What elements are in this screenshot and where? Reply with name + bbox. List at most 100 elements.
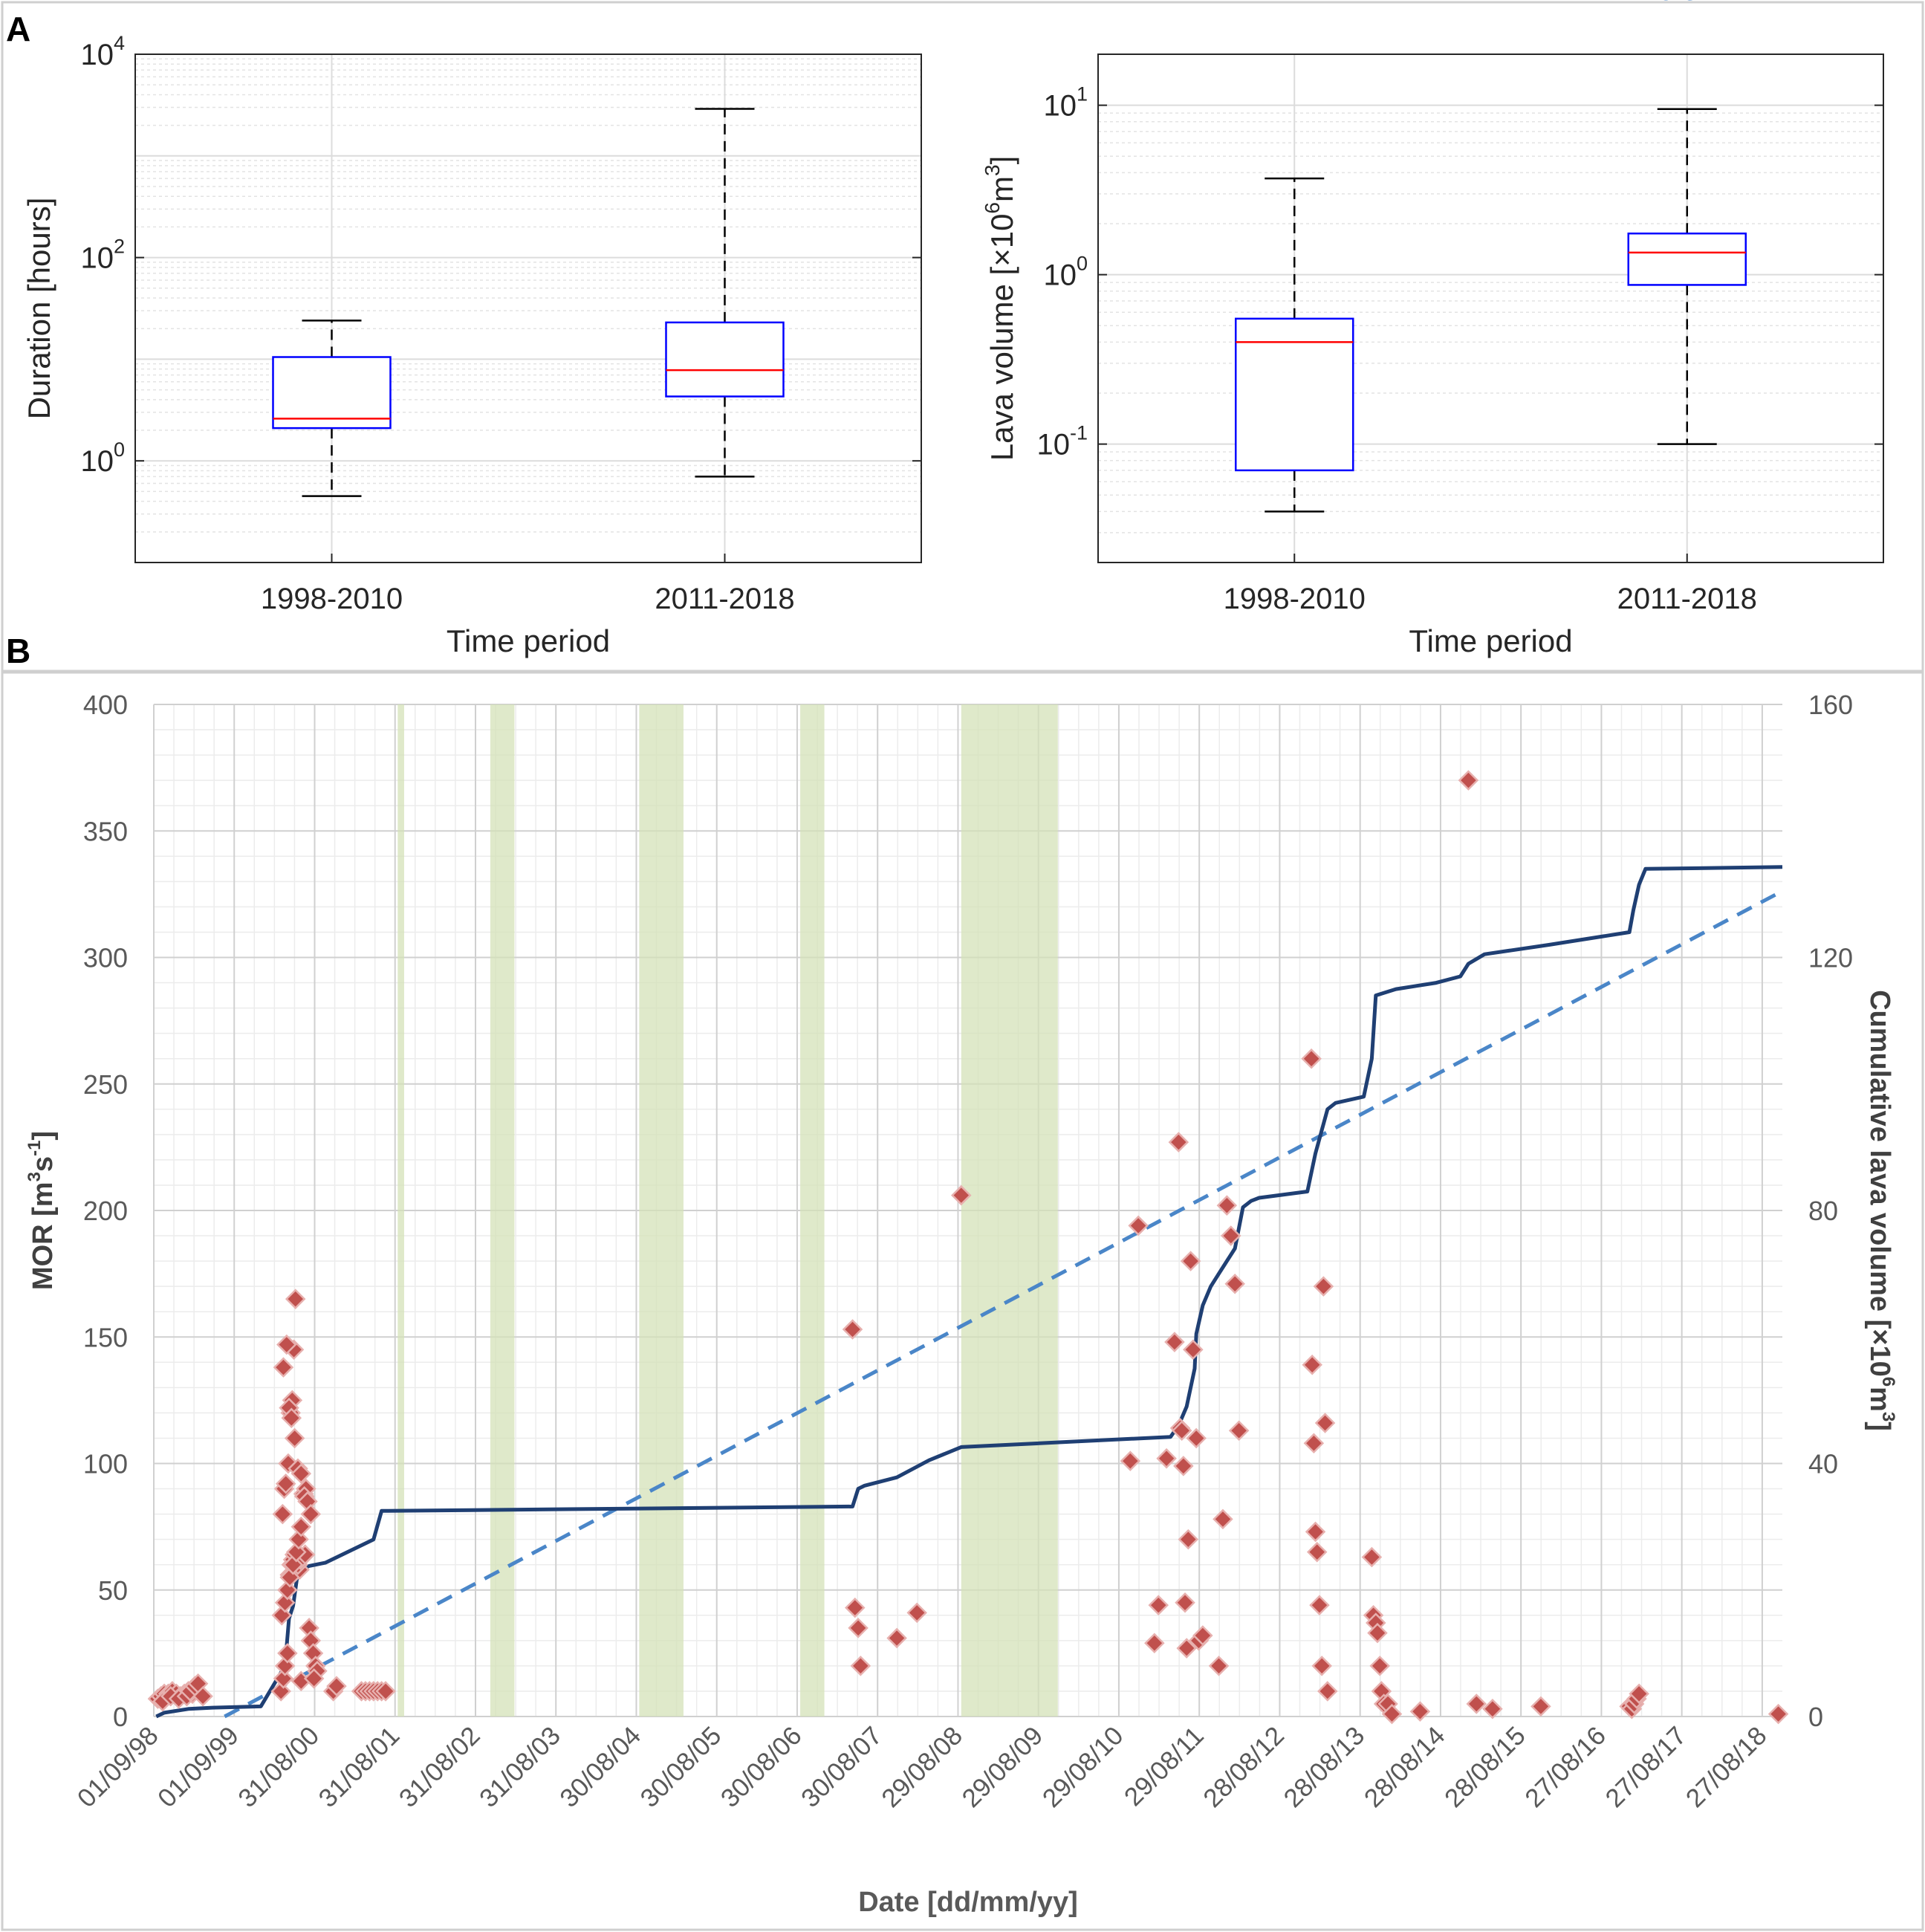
mor-point (274, 1592, 296, 1613)
y-tick-label: 100 (1043, 253, 1088, 292)
mor-point (1192, 1625, 1213, 1646)
y-label-text: ] (27, 1131, 59, 1141)
y-label-text: ] (984, 156, 1019, 165)
y-tick-exponent: 0 (1077, 253, 1088, 275)
mor-point (273, 1668, 294, 1689)
mor-point (1186, 1427, 1207, 1449)
y-label-text: Lava volume [×10 (984, 214, 1019, 461)
mor-point (1216, 1195, 1238, 1216)
right-y-tick-label: 120 (1808, 943, 1853, 973)
mor-point (848, 1618, 869, 1638)
mor-point (1317, 1681, 1338, 1702)
mor-point (290, 1463, 312, 1484)
mor-point (1458, 770, 1479, 791)
y-tick-label: 104 (80, 32, 125, 71)
x-tick-label: 2011-2018 (655, 583, 794, 615)
mor-point (1309, 1595, 1330, 1615)
right-y-tick-label: 40 (1808, 1449, 1838, 1479)
mor-point (1409, 1701, 1431, 1722)
mor-point (1144, 1633, 1165, 1654)
y-tick-label: 101 (1043, 83, 1088, 123)
mor-point (1361, 1546, 1383, 1568)
left-y-axis-label: MOR [m3s-1] (25, 1131, 59, 1290)
box-1998-2010 (272, 320, 392, 497)
y-axis-label: Lava volume [×106m3] (981, 156, 1019, 461)
mor-point (290, 1516, 312, 1537)
shaded-period (961, 704, 1058, 1717)
mor-point (1168, 1132, 1189, 1153)
shaded-periods (397, 704, 1058, 1717)
mor-point (192, 1685, 213, 1707)
mor-point (1306, 1541, 1328, 1563)
y-tick-base: 10 (1036, 429, 1070, 461)
mor-point (276, 1334, 297, 1355)
y-axis-label: Duration [hours] (22, 198, 56, 420)
iqr-box (665, 321, 785, 398)
y-label-text: s (27, 1156, 59, 1172)
left-y-tick-label: 50 (98, 1575, 128, 1606)
mor-point (1381, 1703, 1403, 1725)
mor-point (1173, 1456, 1194, 1476)
box-2011-2018 (1627, 108, 1747, 445)
box-2011-2018 (665, 108, 785, 478)
mor-point (1303, 1433, 1325, 1454)
mor-point (1629, 1683, 1649, 1705)
shaded-period (800, 704, 825, 1717)
mor-point (273, 1357, 294, 1378)
y-label-superscript: 3 (981, 164, 1004, 176)
mor-point (326, 1676, 347, 1696)
x-axis-label: Date [dd/mm/yy] (858, 1887, 1078, 1918)
mor-point (1178, 1529, 1199, 1550)
r-squared-base: R (1608, 0, 1629, 7)
mor-point (272, 1503, 293, 1525)
mor-point (844, 1597, 866, 1618)
mor-point (1213, 1508, 1233, 1530)
mor-point (1148, 1595, 1169, 1615)
mor-point (1180, 1251, 1201, 1271)
mor-point (1120, 1450, 1141, 1471)
x-tick-label: 2011-2018 (1617, 583, 1757, 615)
y-tick-base: 10 (80, 39, 114, 71)
mor-point (1208, 1656, 1230, 1676)
mor-point (285, 1288, 306, 1309)
panel-a-label: A (6, 10, 30, 48)
x-axis-label: Time period (447, 623, 610, 658)
y-label-superscript: 3 (25, 1172, 45, 1181)
mor-point (1301, 1048, 1322, 1069)
mor-point (1228, 1420, 1250, 1442)
mor-point (1302, 1354, 1322, 1375)
panel-b-label: B (6, 632, 30, 670)
mor-point (375, 1681, 396, 1702)
mor-point (300, 1503, 322, 1525)
mor-point (281, 1407, 302, 1428)
mor-point (1367, 1622, 1388, 1644)
y-tick-label: 100 (80, 438, 125, 478)
iqr-box (1235, 317, 1354, 472)
left-y-tick-label: 400 (83, 690, 128, 720)
mor-point (284, 1427, 305, 1449)
mor-point (850, 1656, 871, 1676)
mor-point (288, 1529, 309, 1550)
mor-point (303, 1668, 325, 1689)
mor-point (1311, 1656, 1332, 1676)
left-y-tick-label: 0 (113, 1702, 128, 1732)
mor-point (1128, 1215, 1149, 1236)
mor-point (270, 1681, 291, 1702)
y-tick-label: 10-1 (1036, 422, 1088, 461)
y-label-text: m (984, 176, 1019, 202)
axes-frame (1097, 54, 1884, 563)
mor-point (1183, 1339, 1204, 1361)
left-y-tick-label: 250 (83, 1069, 128, 1100)
minor-gridlines (135, 58, 921, 533)
mor-point (1530, 1696, 1551, 1717)
mor-point (274, 1656, 296, 1676)
panel-a-frame (1, 1, 1924, 672)
y-tick-label: 102 (80, 236, 125, 275)
mor-point (1176, 1638, 1197, 1659)
y-tick-exponent: 1 (1077, 83, 1088, 106)
y-tick-base: 10 (80, 242, 114, 275)
mor-point (275, 1473, 296, 1494)
mor-point (1156, 1448, 1177, 1469)
y-label-text: MOR [m (27, 1181, 59, 1290)
